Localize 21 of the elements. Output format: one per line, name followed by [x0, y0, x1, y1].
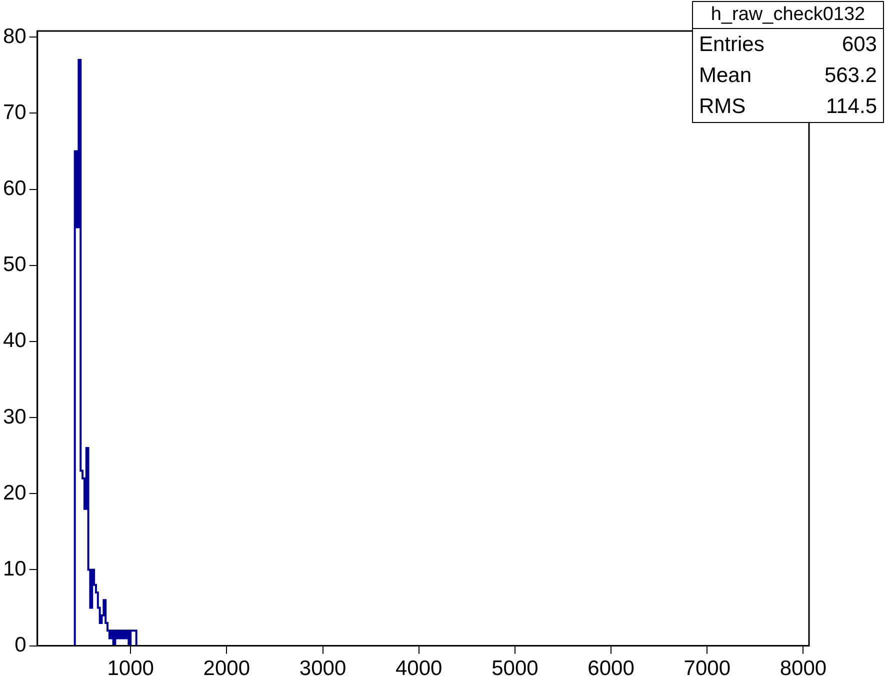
text: Entries 603: [699, 33, 877, 56]
y-tick-label: 20: [3, 481, 26, 504]
y-tick-label: 80: [3, 24, 26, 48]
y-tick-label: 10: [3, 558, 26, 581]
x-tick-label: 6000: [588, 657, 634, 680]
x-tick-label: 7000: [684, 657, 730, 680]
y-tick-label: 50: [3, 253, 26, 276]
chart-title: h_raw_check0132: [693, 2, 883, 29]
x-tick-label: 4000: [395, 657, 442, 680]
x-tick-label: 8000: [780, 657, 827, 680]
x-tick-label: 2000: [203, 657, 250, 680]
y-tick-label: 30: [3, 405, 26, 428]
x-tick-label: 1000: [107, 657, 154, 680]
y-tick-label: 60: [3, 177, 26, 200]
text: Mean 563.2: [699, 64, 877, 87]
text: RMS 114.5: [699, 95, 877, 118]
y-tick-label: 70: [3, 100, 26, 124]
y-tick-label: 0: [14, 634, 26, 657]
x-tick-label: 5000: [492, 657, 538, 680]
x-tick-label: 3000: [299, 657, 346, 680]
y-tick-label: 40: [3, 329, 26, 352]
